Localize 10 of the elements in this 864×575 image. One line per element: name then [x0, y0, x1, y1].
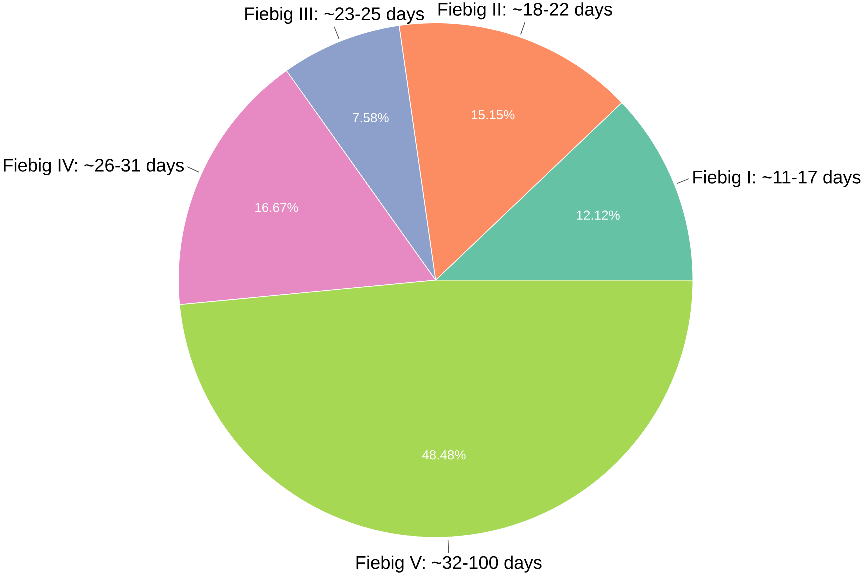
data-label: 12.12% — [577, 210, 620, 220]
data-label: 15.15% — [472, 110, 515, 120]
data-label: 7.58% — [353, 113, 389, 122]
data-label: 16.67% — [256, 202, 298, 212]
slice-label: Fiebig V: ~32-100 days — [356, 556, 542, 573]
slice-label: Fiebig IV: ~26-31 days — [4, 158, 184, 176]
slice-label: Fiebig I: ~11-17 days — [694, 170, 861, 188]
slice-label: Fiebig II: ~18-22 days — [438, 2, 612, 20]
slice-label: Fiebig III: ~23-25 days — [246, 6, 424, 24]
data-label: 48.48% — [422, 450, 466, 460]
